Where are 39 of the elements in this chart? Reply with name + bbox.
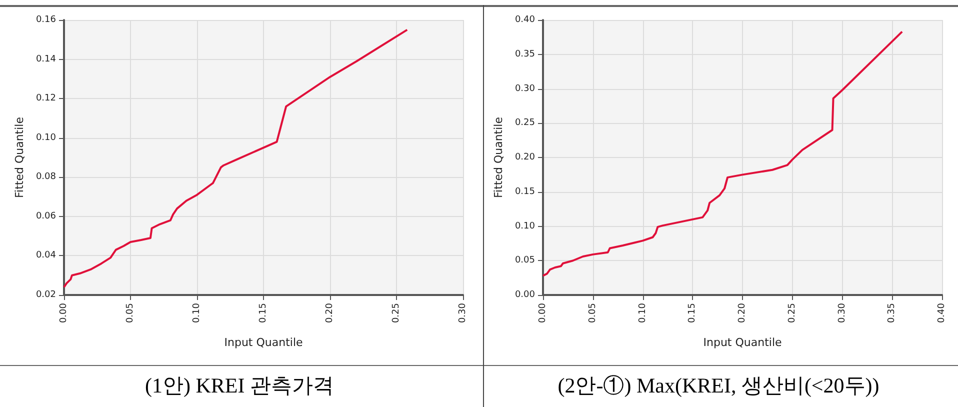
x-tick-label: 0.40	[937, 302, 947, 324]
y-tick-label: 0.35	[514, 49, 535, 60]
y-tick-label: 0.10	[514, 221, 536, 232]
y-tick-label: 0.20	[514, 152, 536, 162]
x-axis-title: Input Quantile	[224, 336, 303, 349]
x-tick-label: 0.35	[887, 303, 898, 324]
text: (2안-①) Max(KREI, 생산비(<20두))	[558, 374, 880, 398]
x-tick-label: 0.05	[588, 303, 598, 324]
x-tick-label: 0.20	[738, 302, 748, 324]
y-tick-label: 0.06	[36, 211, 56, 222]
x-tick-label: 0.15	[688, 303, 698, 324]
x-tick-label: 0.30	[458, 302, 468, 324]
x-axis-title: Input Quantile	[703, 336, 782, 349]
x-tick-label: 0.20	[325, 302, 335, 324]
y-tick-label: 0.16	[36, 15, 56, 25]
x-tick-label: 0.25	[392, 303, 402, 324]
y-tick-label: 0.08	[36, 172, 56, 182]
y-tick-label: 0.40	[514, 15, 536, 25]
y-tick-label: 0.12	[36, 94, 56, 104]
y-axis-title: Fitted Quantile	[492, 116, 506, 198]
line-series	[63, 28, 408, 288]
y-tick-label: 0.25	[514, 118, 535, 128]
y-tick-label: 0.10	[36, 132, 56, 143]
line-series	[542, 30, 904, 277]
y-tick-label: 0.00	[514, 290, 536, 300]
x-tick-label: 0.05	[126, 303, 136, 324]
x-tick-label: 0.10	[192, 302, 202, 324]
y-tick-label: 0.05	[514, 256, 535, 266]
x-tick-label: 0.10	[638, 302, 648, 324]
x-tick-label: 0.30	[837, 302, 848, 324]
y-tick-label: 0.04	[36, 250, 56, 261]
text: (1안) KREI 관측가격	[145, 374, 334, 398]
y-tick-label: 0.30	[514, 84, 536, 94]
y-tick-label: 0.02	[36, 290, 56, 300]
x-tick-label: 0.15	[258, 303, 268, 324]
y-tick-label: 0.14	[36, 54, 56, 64]
x-tick-label: 0.25	[787, 303, 798, 324]
y-tick-label: 0.15	[514, 186, 535, 197]
y-axis-title: Fitted Quantile	[13, 116, 26, 198]
